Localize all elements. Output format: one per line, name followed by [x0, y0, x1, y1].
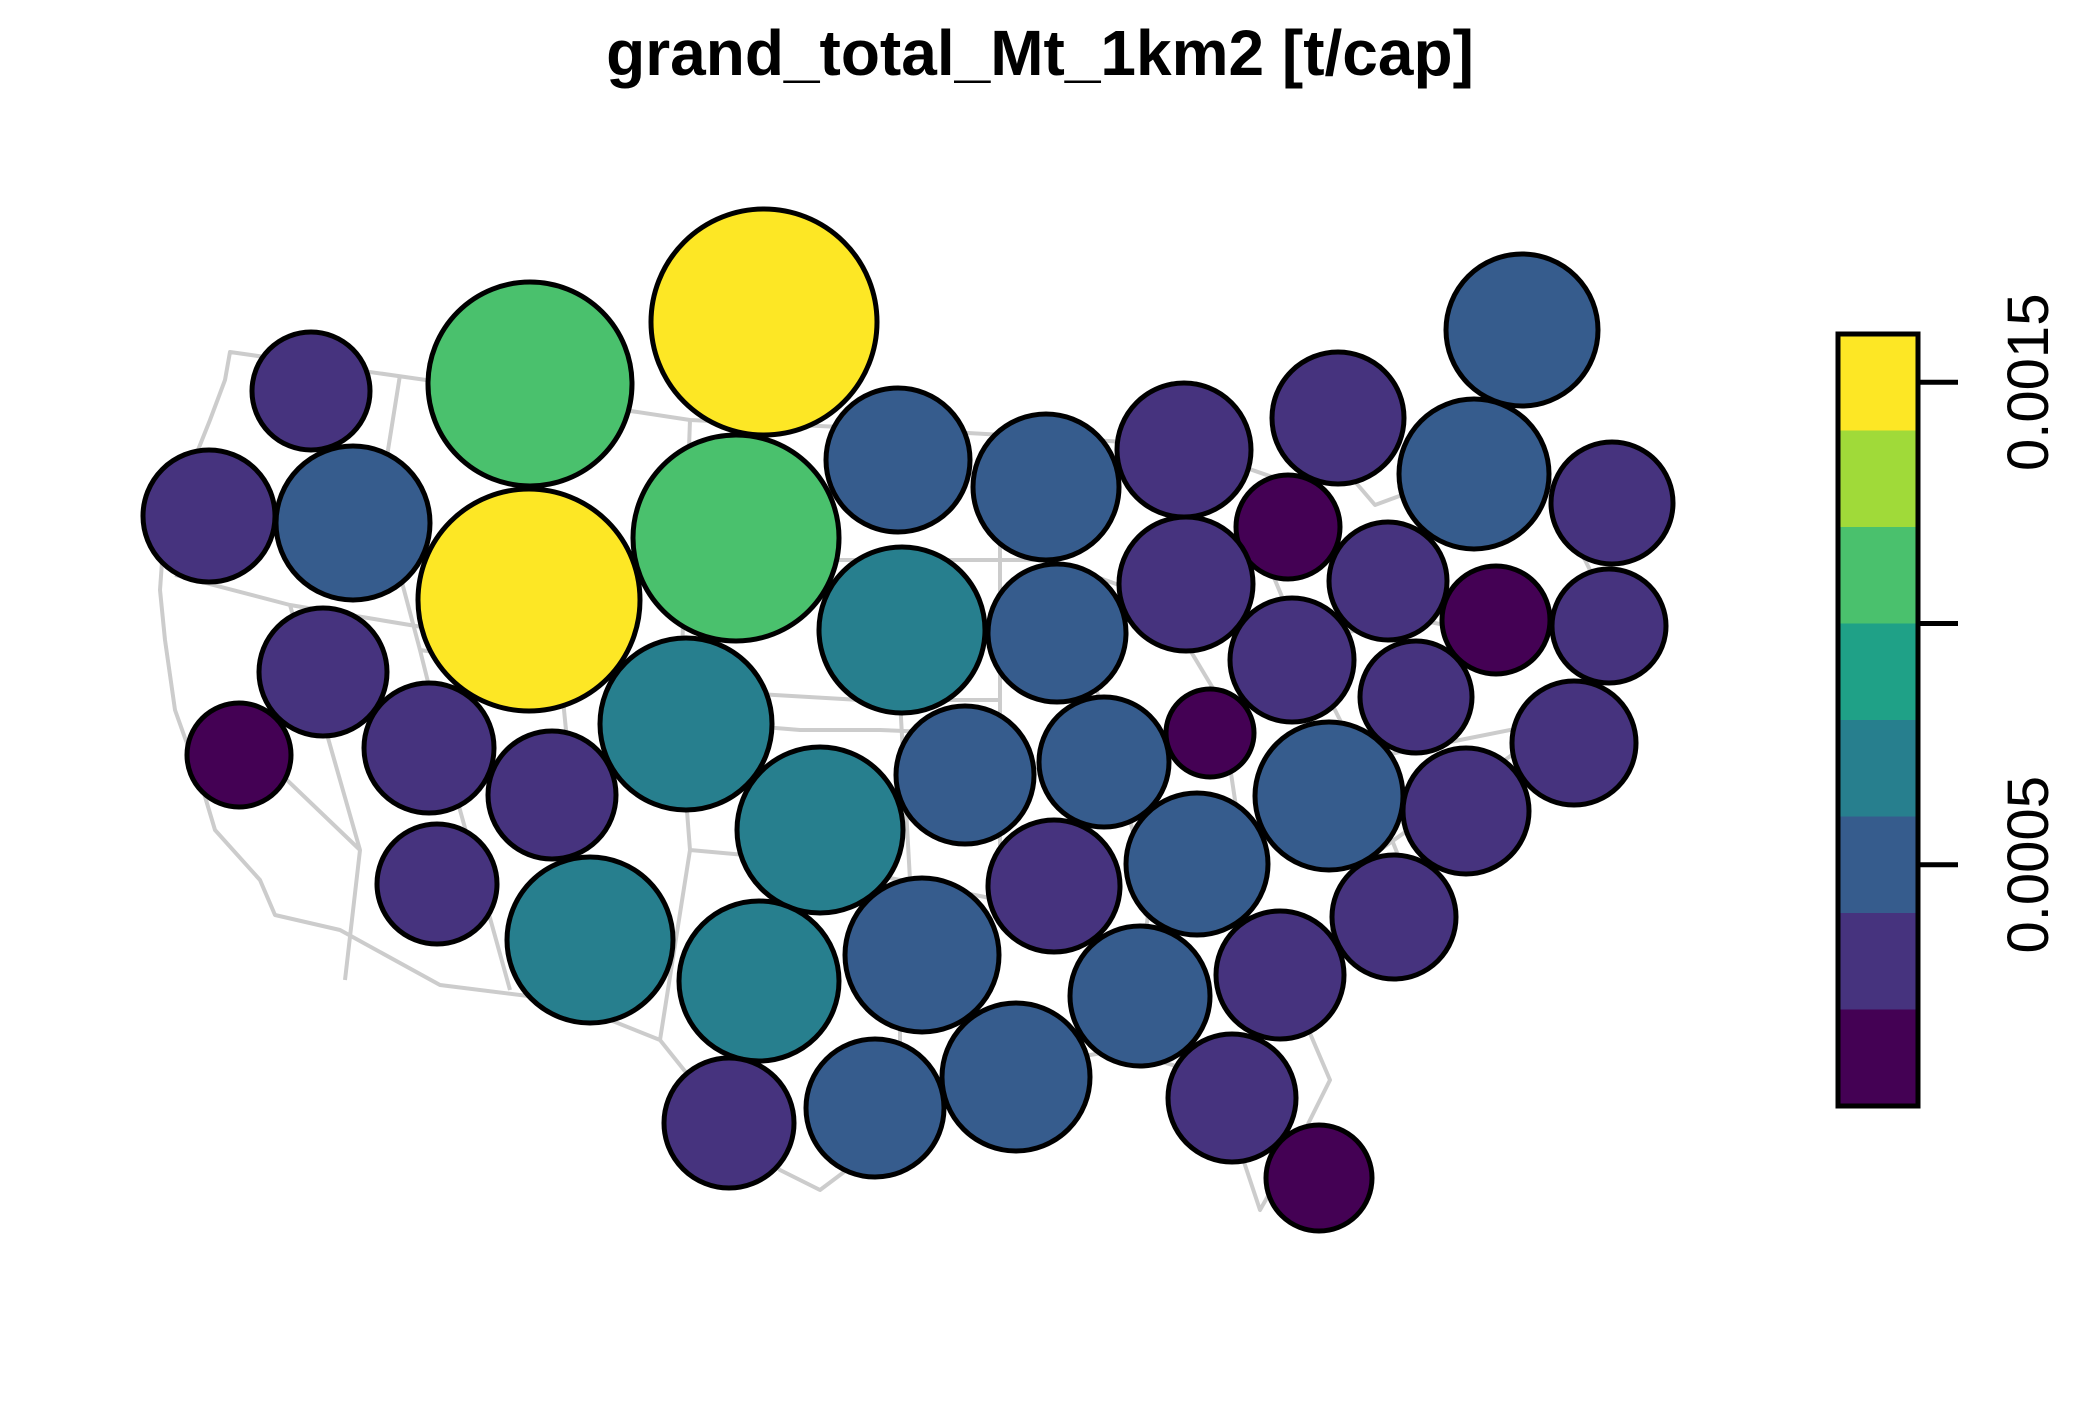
- state-circle: [1396, 396, 1552, 552]
- colorbar-frame: [1835, 331, 1921, 1109]
- state-circle: [374, 821, 500, 947]
- state-circle: [676, 898, 842, 1064]
- state-circle: [1263, 1122, 1375, 1234]
- colorbar-legend: 0.0005 0.0015: [1835, 294, 2061, 1109]
- colorbar-swatch: [1838, 816, 1918, 913]
- state-circle: [1213, 908, 1347, 1042]
- state-circle: [1326, 519, 1450, 643]
- state-circle: [504, 854, 676, 1026]
- state-circle: [1165, 1031, 1299, 1165]
- state-circle: [816, 544, 988, 716]
- state-circle: [1509, 678, 1639, 808]
- colorbar-swatch: [1838, 623, 1918, 720]
- state-circle: [1114, 380, 1254, 520]
- state-circle: [1549, 566, 1669, 686]
- state-circle: [1067, 923, 1213, 1069]
- state-circle: [1357, 638, 1475, 756]
- state-circle: [985, 817, 1123, 955]
- state-circle: [939, 1000, 1093, 1154]
- colorbar-swatch: [1838, 1009, 1918, 1106]
- state-circle: [803, 1036, 947, 1180]
- state-circle: [970, 411, 1122, 563]
- state-circle: [1269, 349, 1407, 487]
- state-circle: [1329, 852, 1459, 982]
- state-circle: [661, 1055, 797, 1191]
- state-circle: [425, 279, 635, 489]
- state-circle: [1227, 595, 1357, 725]
- colorbar-tick-label: 0.0015: [1996, 294, 2061, 471]
- colorbar-swatch: [1838, 913, 1918, 1010]
- state-circle: [249, 329, 373, 453]
- state-circle: [985, 561, 1129, 705]
- state-circle: [597, 635, 775, 813]
- colorbar-swatch: [1838, 527, 1918, 624]
- state-circle: [823, 385, 973, 535]
- state-circle: [1400, 745, 1532, 877]
- state-circle: [1036, 694, 1172, 830]
- state-circle: [1548, 439, 1676, 567]
- state-circle: [415, 486, 643, 714]
- state-circle: [1163, 686, 1257, 780]
- state-circle: [273, 443, 433, 603]
- state-circle: [1123, 790, 1271, 938]
- state-circle: [184, 700, 294, 810]
- state-circle: [842, 875, 1002, 1035]
- state-circle: [1116, 514, 1256, 654]
- chart-title: grand_total_Mt_1km2 [t/cap]: [606, 17, 1474, 89]
- state-circle: [1443, 251, 1601, 409]
- colorbar-swatch: [1838, 720, 1918, 817]
- state-circle: [361, 680, 497, 816]
- state-circle: [1233, 472, 1343, 582]
- state-circle: [485, 728, 619, 862]
- colorbar-swatch: [1838, 430, 1918, 527]
- state-circle: [648, 206, 880, 438]
- state-circle: [734, 744, 906, 916]
- colorbar-tick-label: 0.0005: [1996, 776, 2061, 953]
- state-circle: [140, 447, 278, 585]
- state-circle: [256, 605, 390, 739]
- colorbar-swatch: [1838, 334, 1918, 431]
- state-circle: [1252, 719, 1406, 873]
- state-circle: [630, 432, 842, 644]
- state-circle: [893, 703, 1037, 847]
- state-circles: [140, 206, 1676, 1234]
